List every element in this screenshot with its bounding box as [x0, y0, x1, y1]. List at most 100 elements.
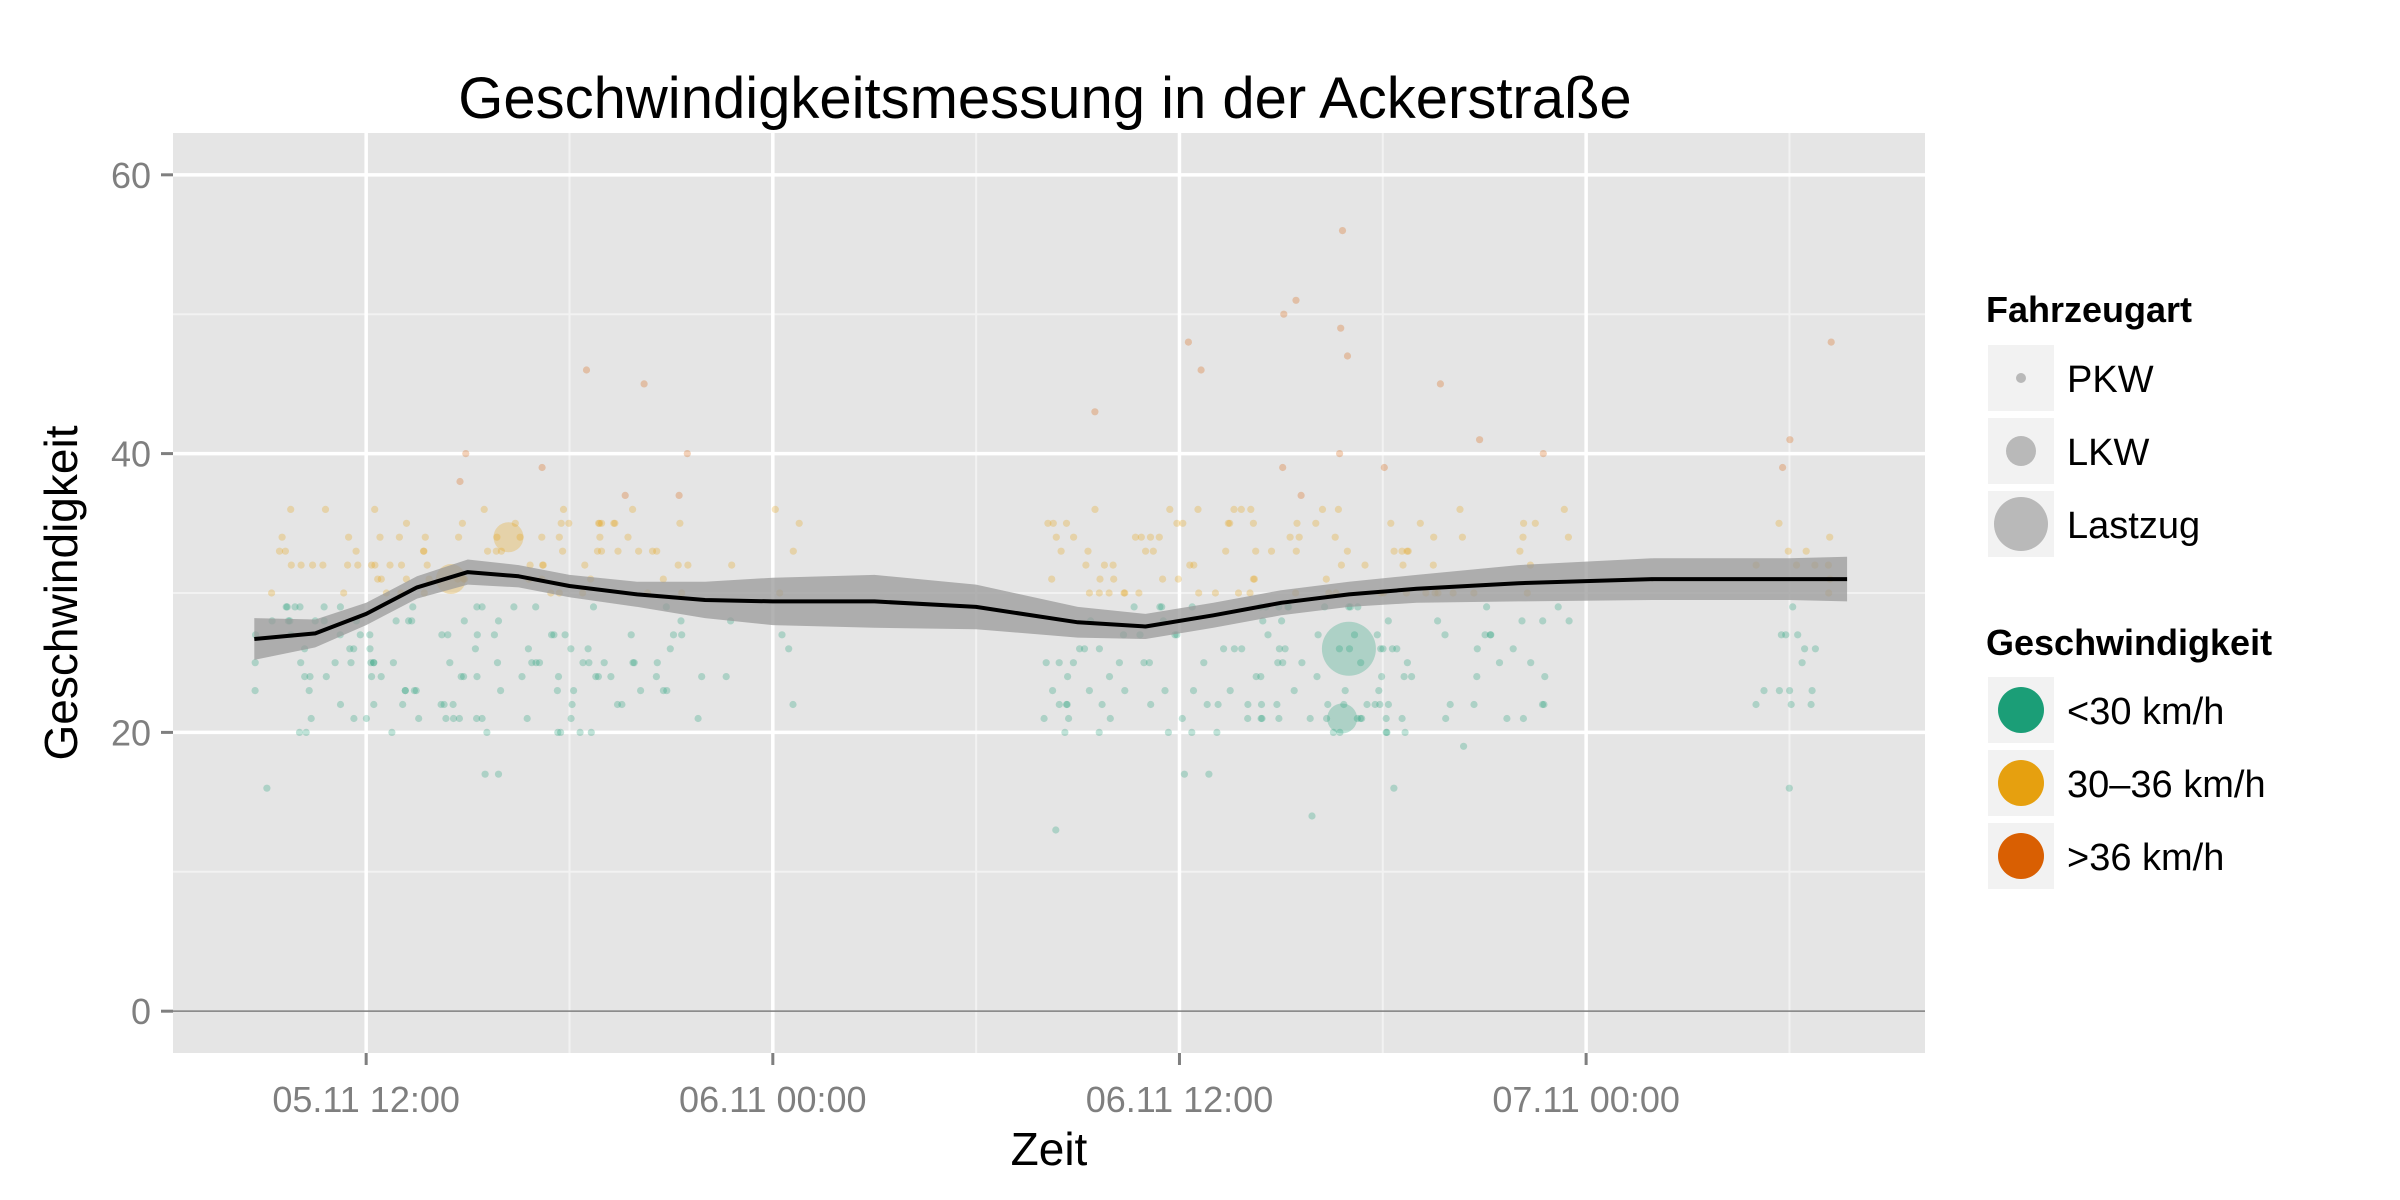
data-point [1166, 505, 1174, 513]
data-point [1186, 561, 1194, 569]
data-point [362, 714, 370, 723]
data-point [1331, 533, 1339, 541]
data-point [565, 519, 573, 527]
data-point [1442, 714, 1450, 723]
data-point [1527, 659, 1535, 667]
legend-label-lastzug: Lastzug [2067, 505, 2200, 547]
data-point [1042, 659, 1050, 667]
data-point [275, 547, 284, 555]
data-point [516, 533, 524, 541]
data-point [1752, 700, 1760, 709]
data-point [1343, 352, 1352, 360]
data-point [610, 519, 618, 527]
data-point [1314, 631, 1322, 639]
data-point [1230, 645, 1238, 653]
data-point [1322, 575, 1330, 583]
data-point [1252, 673, 1260, 681]
data-point [1337, 324, 1345, 332]
data-point [370, 700, 378, 709]
data-point [421, 533, 429, 541]
data-point [555, 533, 563, 541]
data-point [1064, 673, 1072, 681]
data-point [1341, 687, 1349, 695]
data-point [331, 659, 339, 667]
data-point [1390, 784, 1398, 792]
data-point [1382, 728, 1390, 737]
data-point [1105, 589, 1113, 597]
data-point [1481, 631, 1489, 639]
data-point [635, 547, 643, 555]
data-point [1787, 700, 1795, 709]
data-point [320, 603, 328, 611]
data-point [350, 645, 358, 653]
data-point [399, 700, 407, 709]
data-point [366, 645, 374, 653]
data-point [336, 700, 345, 709]
data-point [283, 603, 291, 611]
data-point [675, 491, 683, 499]
data-point [1052, 826, 1060, 834]
data-point [1062, 519, 1071, 527]
data-point [478, 714, 486, 723]
legend: Fahrzeugart PKW LKW Lastzug Geschwindigk… [1986, 289, 2272, 889]
data-point [287, 505, 295, 513]
legend-title-speed: Geschwindigkeit [1986, 622, 2272, 663]
data-point [1760, 687, 1768, 695]
data-point [677, 617, 685, 625]
data-point [587, 728, 595, 737]
data-point [1257, 673, 1265, 681]
data-point [1361, 561, 1369, 569]
data-point [412, 687, 420, 695]
data-point [483, 728, 491, 737]
data-point [1106, 714, 1114, 723]
data-point [1470, 700, 1478, 709]
data-point [629, 505, 637, 513]
data-point [497, 687, 505, 695]
data-point [1095, 645, 1103, 653]
legend-key-pkw: PKW [1988, 345, 2154, 411]
data-point [1811, 645, 1819, 653]
data-point [1184, 338, 1192, 346]
data-point [627, 631, 635, 639]
data-point [1137, 533, 1145, 541]
data-point [446, 659, 454, 667]
data-point [347, 659, 355, 667]
data-point [1446, 700, 1454, 709]
data-point [1324, 700, 1332, 709]
data-point [1826, 533, 1834, 541]
data-point [538, 463, 546, 472]
data-point [309, 561, 317, 569]
legend-label-pkw: PKW [2067, 359, 2154, 401]
data-point [1237, 505, 1245, 513]
data-point [1062, 700, 1071, 709]
data-point [1189, 687, 1198, 695]
data-point [1827, 338, 1835, 346]
x-tick-label: 06.11 00:00 [679, 1079, 867, 1120]
data-point [1257, 714, 1265, 723]
data-point [344, 561, 352, 569]
data-point [1383, 728, 1391, 737]
data-point [352, 547, 360, 555]
data-point [1554, 603, 1562, 611]
data-point [1279, 659, 1287, 667]
data-point [460, 673, 468, 681]
data-point [1224, 519, 1232, 527]
data-point [1180, 770, 1188, 778]
data-point [1334, 505, 1342, 513]
data-point [511, 519, 519, 527]
data-point [1503, 714, 1511, 723]
data-point [1518, 617, 1526, 625]
data-point [1400, 673, 1408, 681]
data-point [1213, 728, 1221, 737]
data-point [1345, 645, 1354, 653]
legend-title-vehicle: Fahrzeugart [1986, 289, 2192, 330]
data-point [437, 700, 445, 709]
data-point [376, 533, 384, 541]
data-point [1259, 617, 1267, 625]
legend-key-lkw: LKW [1988, 418, 2149, 484]
data-point [1318, 505, 1327, 513]
data-point [321, 505, 330, 513]
data-point [1295, 533, 1303, 541]
data-point [585, 659, 593, 667]
data-point [409, 603, 417, 611]
